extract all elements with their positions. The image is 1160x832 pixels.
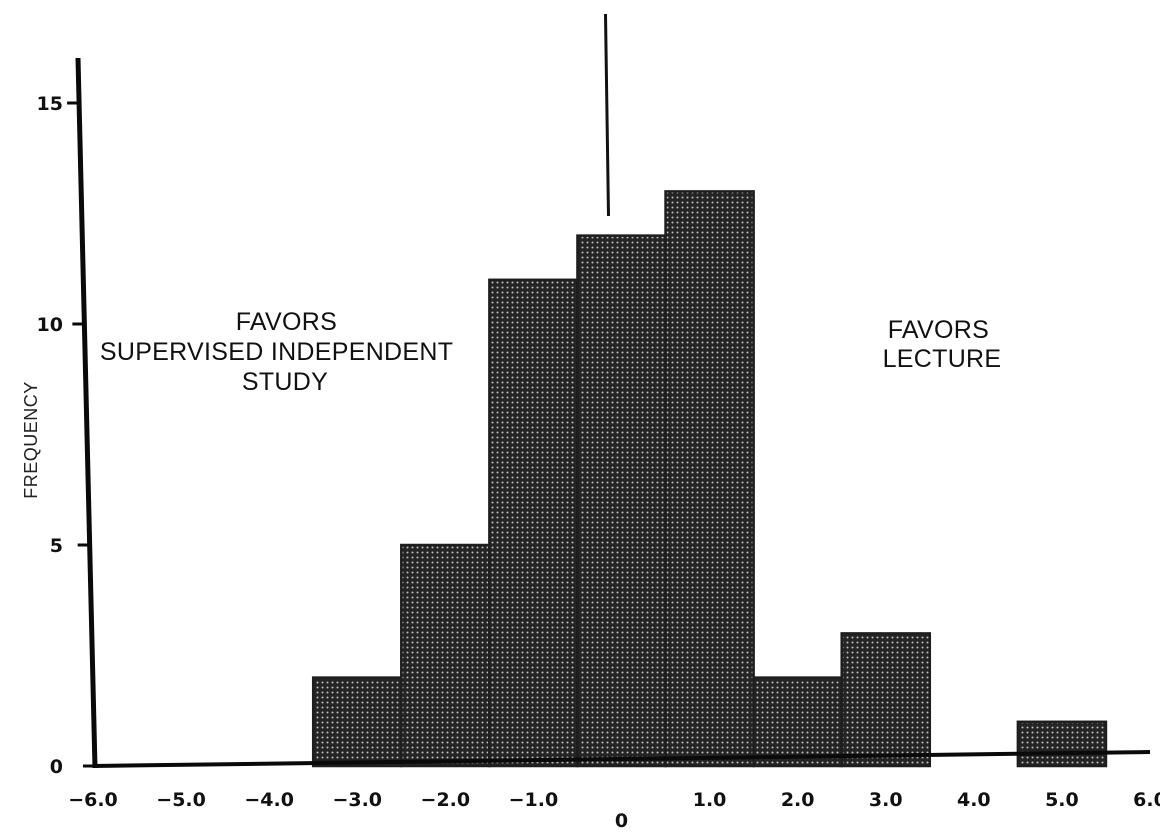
x-tick-label-9: 3.0	[869, 789, 903, 811]
x-tick-label-10: 4.0	[957, 789, 991, 811]
x-tick-label-5: −1.0	[509, 789, 559, 811]
y-tick-labels: 0 5 10 15	[37, 93, 63, 778]
y-tick-label-2: 10	[37, 314, 63, 336]
x-axis-line	[92, 750, 1151, 768]
x-tick-label-8: 2.0	[781, 789, 815, 811]
histogram-bar-1	[400, 543, 491, 768]
x-tick-label-1: −5.0	[156, 789, 206, 811]
histogram-bar-5	[752, 676, 843, 768]
annotation-right-line-2: LECTURE	[883, 345, 1002, 373]
annotation-left-line-2: SUPERVISED INDEPENDENT	[100, 338, 453, 366]
zero-reference-line	[604, 13, 610, 217]
annotation-right-line-1: FAVORS	[888, 316, 989, 344]
histogram-bar-8	[1016, 720, 1108, 768]
axes-group	[67, 57, 1151, 769]
histogram-bar-0	[311, 676, 403, 768]
x-tick-label-4: −2.0	[421, 789, 471, 811]
histogram-bar-4	[664, 190, 755, 768]
annotation-right: FAVORS LECTURE	[883, 316, 1002, 373]
y-tick-label-3: 15	[37, 93, 63, 115]
x-tick-labels: −6.0 −5.0 −4.0 −3.0 −2.0 −1.0 0 1.0 2.0 3.0 4.0 5.0…	[68, 789, 1160, 832]
x-tick-label-6: 0	[615, 810, 628, 832]
histogram-bar-6	[840, 632, 932, 768]
x-tick-label-12: 6.0	[1133, 789, 1160, 811]
annotation-left-line-1: FAVORS	[236, 308, 337, 336]
y-axis-line	[75, 57, 98, 769]
x-tick-label-11: 5.0	[1045, 789, 1079, 811]
y-tick-label-0: 0	[50, 756, 63, 778]
x-tick-label-3: −3.0	[332, 789, 382, 811]
x-tick-label-0: −6.0	[68, 789, 118, 811]
annotation-left-line-3: STUDY	[242, 368, 328, 396]
histogram-bar-3	[576, 234, 667, 768]
y-axis-label: FREQUENCY	[21, 381, 41, 499]
x-tick-label-7: 1.0	[693, 789, 727, 811]
histogram-bar-2	[488, 278, 579, 768]
y-tick-label-1: 5	[50, 535, 63, 557]
x-tick-label-2: −4.0	[244, 789, 294, 811]
bars-group	[311, 190, 1108, 768]
annotation-left: FAVORS SUPERVISED INDEPENDENT STUDY	[100, 308, 460, 396]
